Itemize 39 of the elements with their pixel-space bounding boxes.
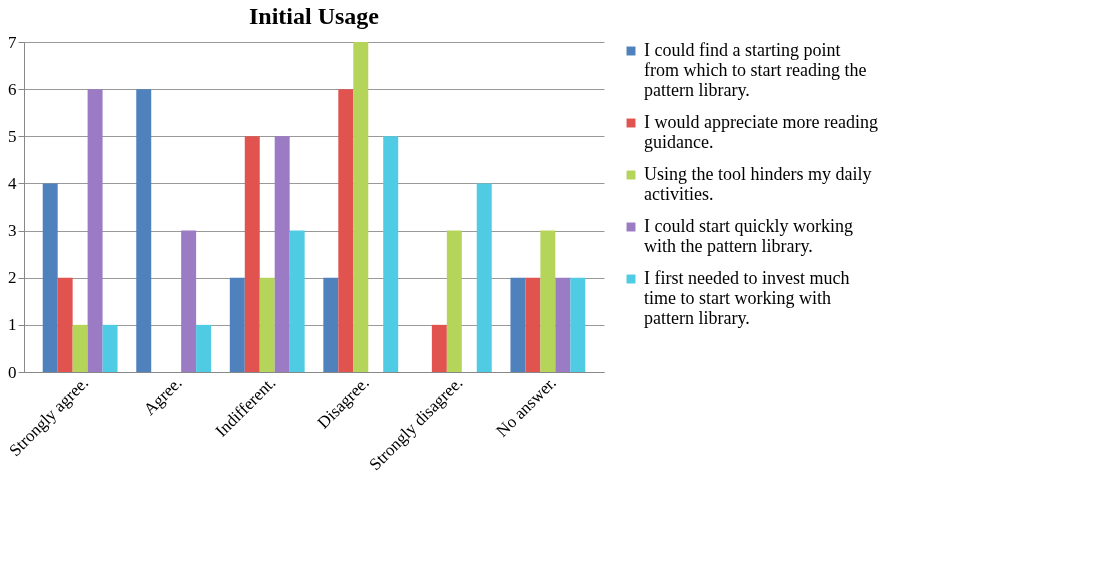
bar — [259, 277, 275, 372]
bar — [510, 277, 526, 372]
bar — [136, 89, 152, 372]
legend-label: I could start quickly working with the pattern library. — [644, 216, 853, 256]
bar — [353, 42, 369, 372]
bar — [338, 89, 354, 372]
bar — [57, 277, 73, 372]
bar — [383, 136, 399, 372]
bar — [323, 277, 339, 372]
bar — [196, 324, 212, 372]
y-tick-label: 2 — [8, 268, 17, 288]
bar — [570, 277, 586, 372]
legend-label: I first needed to invest much time to start working with pattern library. — [644, 268, 850, 328]
y-tick-label: 6 — [8, 79, 17, 99]
legend-label: I could find a starting point from which to start reading the pattern library. — [644, 40, 867, 100]
y-tick-label: 3 — [8, 221, 17, 241]
bar — [42, 183, 58, 372]
bar — [525, 277, 541, 372]
bar — [446, 230, 462, 372]
bar — [181, 230, 197, 372]
y-tick-label: 4 — [8, 173, 17, 193]
bar — [274, 136, 290, 372]
bar — [555, 277, 571, 372]
bar — [244, 136, 260, 372]
bar — [87, 89, 103, 372]
bar — [72, 324, 88, 372]
bar — [476, 183, 492, 372]
chart-title: Initial Usage — [248, 3, 380, 29]
y-tick-label: 7 — [8, 32, 17, 52]
bar — [431, 324, 447, 372]
bar — [540, 230, 556, 372]
bar — [102, 324, 118, 372]
y-tick-label: 5 — [8, 126, 17, 146]
legend-label: Using the tool hinders my daily activities. — [644, 164, 872, 204]
bar — [229, 277, 245, 372]
y-tick-label: 0 — [8, 362, 17, 382]
bar — [289, 230, 305, 372]
legend-label: I would appreciate more reading guidance. — [644, 112, 878, 152]
y-tick-label: 1 — [8, 315, 17, 335]
